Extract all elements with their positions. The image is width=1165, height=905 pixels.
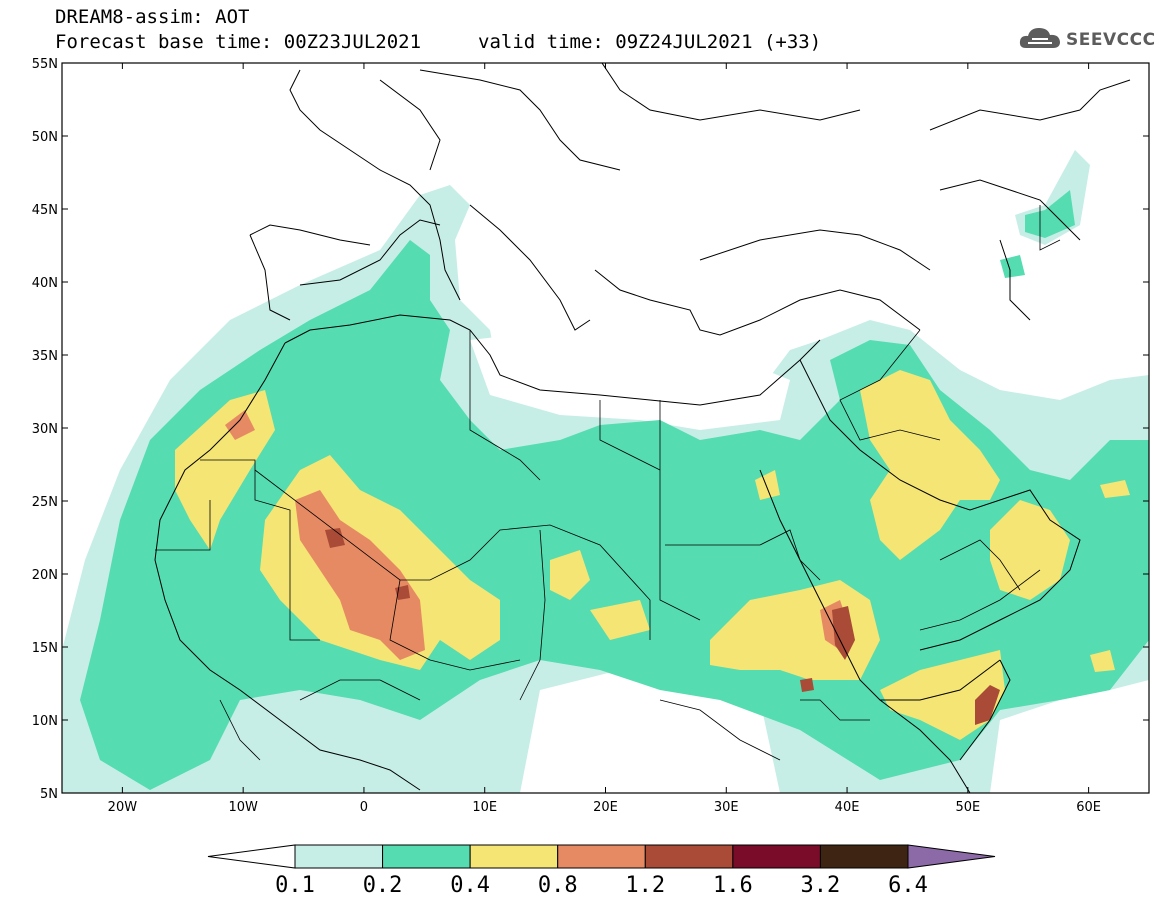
logo-text: SEEVCCC [1066,30,1156,50]
lon-tick-label: 50E [955,800,980,815]
lon-tick-label: 60E [1076,800,1101,815]
colorbar-segment [732,844,821,869]
map-title: DREAM8-assim: AOT [55,6,250,28]
lat-tick-label: 35N [32,349,58,364]
latitude-axis: 55N 50N 45N 40N 35N 30N 25N 20N 15N 10N 5N [32,57,1149,802]
colorbar-high-arrow [907,844,996,869]
colorbar-level-label: 0.4 [450,873,490,898]
cloud-icon [1018,24,1062,56]
lat-tick-label: 45N [32,203,58,218]
lon-tick-label: 0 [360,800,368,815]
lat-tick-label: 5N [40,787,58,802]
lat-tick-label: 55N [32,57,58,72]
longitude-axis: 20W 10W 0 10E 20E 30E 40E 50E 60E [108,63,1101,815]
lon-tick-label: 40E [835,800,860,815]
lat-tick-label: 40N [32,276,58,291]
coastlines [154,63,1131,793]
colorbar-segment [382,844,471,869]
colorbar-segment [644,844,734,869]
aot-clear-areas [470,330,1149,793]
colorbar-level-label: 6.4 [888,873,928,898]
colorbar-segment [469,844,559,869]
colorbar-level-label: 3.2 [801,873,841,898]
colorbar-level-label: 0.2 [363,873,403,898]
colorbar-low-arrow [207,844,296,869]
seevccc-logo: SEEVCCC [1018,24,1156,56]
lat-tick-label: 25N [32,495,58,510]
country-borders [155,205,1061,761]
lat-tick-label: 50N [32,130,58,145]
lon-tick-label: 10E [472,800,497,815]
lat-tick-label: 15N [32,641,58,656]
colorbar-level-label: 1.2 [625,873,665,898]
lon-tick-label: 10W [228,800,258,815]
lon-tick-label: 30E [714,800,739,815]
colorbar-level-label: 0.1 [275,873,315,898]
colorbar-level-label: 0.8 [538,873,578,898]
valid-time: valid time: 09Z24JUL2021 (+33) [478,31,822,53]
lon-tick-label: 20W [108,800,138,815]
lon-tick-label: 20E [593,800,618,815]
lat-tick-label: 10N [32,714,58,729]
colorbar-segment [294,844,384,869]
lat-tick-label: 20N [32,568,58,583]
lat-tick-label: 30N [32,422,58,437]
colorbar-level-label: 1.6 [713,873,753,898]
colorbar-segment [557,844,646,869]
forecast-base-time: Forecast base time: 00Z23JUL2021 [55,31,422,53]
colorbar-segment [819,844,909,869]
